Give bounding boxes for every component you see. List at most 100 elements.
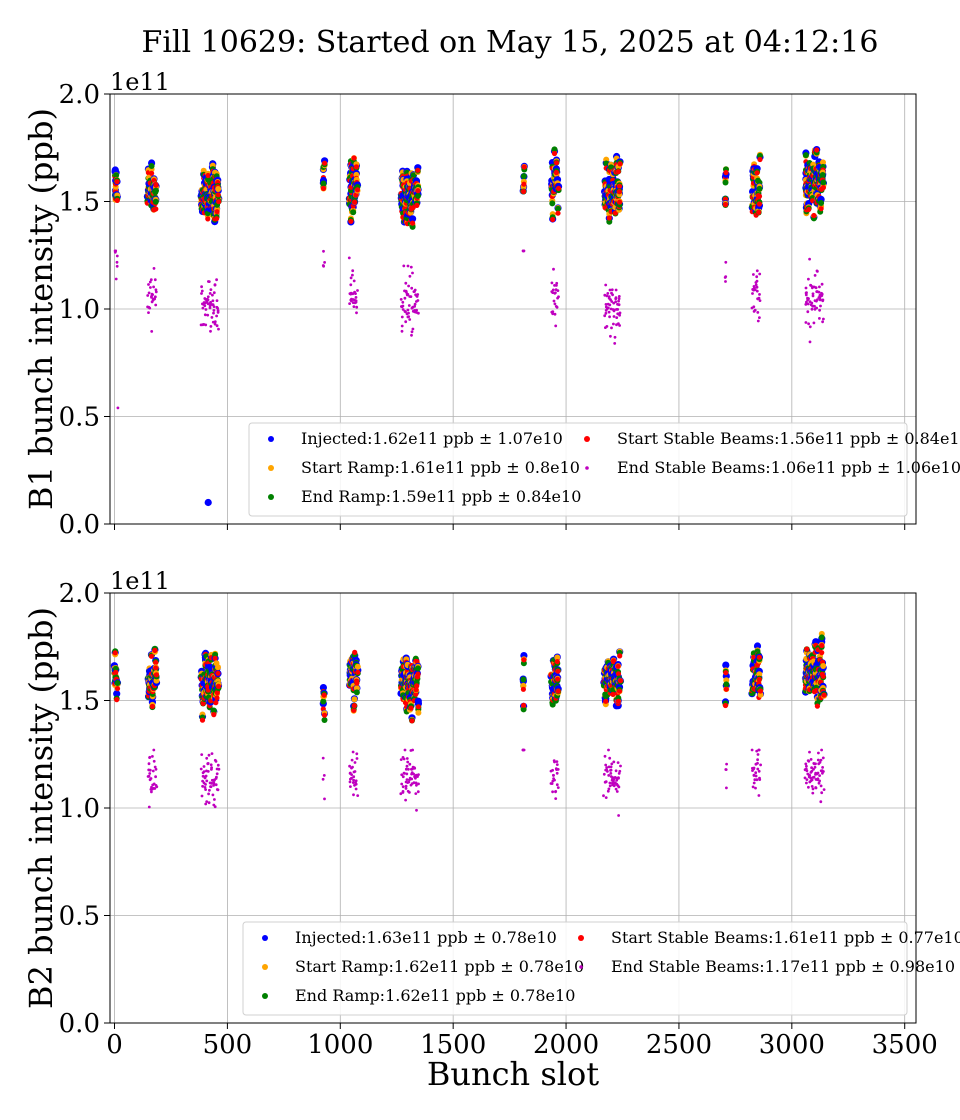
point-end-stable-beams [416,790,420,794]
point-end-stable-beams [412,772,415,776]
point-start-stable-beams [415,704,421,710]
point-end-stable-beams [416,299,420,302]
point-end-stable-beams [354,779,358,783]
point-end-stable-beams [813,765,817,769]
point-start-stable-beams [553,169,560,176]
point-end-stable-beams [401,791,405,794]
point-end-stable-beams [550,281,554,285]
point-end-stable-beams [355,311,358,315]
point-end-stable-beams [209,300,213,304]
point-end-stable-beams [351,750,355,754]
point-start-stable-beams [756,676,762,682]
point-end-stable-beams [407,311,410,315]
point-end-stable-beams [606,789,610,793]
point-end-stable-beams [557,295,560,299]
point-end-stable-beams [612,760,616,764]
point-end-stable-beams [410,777,414,781]
point-end-stable-beams [415,783,418,787]
legend-marker [578,935,584,941]
point-end-stable-beams [753,288,757,292]
point-end-stable-beams [610,300,614,303]
point-end-stable-beams [405,764,409,768]
point-end-stable-beams [810,769,814,773]
point-end-stable-beams [204,774,208,778]
point-end-stable-beams [553,760,556,764]
x-axis-label: Bunch slot [427,1055,599,1093]
point-end-ramp [520,676,527,683]
point-injected [753,642,762,650]
point-end-stable-beams [352,775,356,779]
point-end-stable-beams [552,267,555,271]
point-end-stable-beams [353,761,357,764]
point-end-stable-beams [609,772,613,775]
point-end-stable-beams [399,792,403,796]
point-end-stable-beams [205,756,209,760]
point-start-stable-beams [757,156,763,163]
point-end-stable-beams [408,762,412,766]
point-end-stable-beams [414,781,418,785]
point-end-stable-beams [751,292,754,295]
point-start-stable-beams [556,185,562,191]
point-end-stable-beams [154,288,158,292]
y-scale-label: 1e11 [110,567,170,595]
point-end-ramp [415,192,421,199]
point-end-stable-beams [208,292,212,295]
point-end-ramp [723,681,730,688]
point-end-stable-beams [555,763,559,766]
point-end-ramp [520,173,527,180]
point-start-stable-beams [114,686,121,692]
point-end-stable-beams [814,786,818,790]
point-start-ramp [351,696,358,703]
point-end-stable-beams [154,767,158,771]
point-end-stable-beams [410,333,413,337]
legend: Injected:1.62e11 ppb ± 1.07e10 Start Ramp… [248,422,960,517]
point-end-stable-beams [807,759,811,763]
point-end-ramp [153,187,159,194]
point-end-stable-beams [816,771,820,775]
point-end-stable-beams [206,295,210,299]
point-end-stable-beams [415,308,418,312]
point-start-stable-beams [555,210,561,216]
point-start-stable-beams [821,692,827,698]
point-end-stable-beams [213,798,216,801]
point-end-stable-beams [322,249,325,253]
point-end-ramp [551,146,558,153]
point-end-stable-beams [555,771,559,775]
point-end-stable-beams [811,292,815,296]
panel-b2: 0 500 1000 1500 2000 2500 3000 3500 0.0 0.5 1.0 1.5… [22,567,960,1093]
point-end-ramp [520,706,527,713]
point-start-stable-beams [200,700,206,707]
point-end-stable-beams [115,264,119,268]
point-start-stable-beams [351,155,357,161]
data-points [111,146,828,507]
point-start-stable-beams [617,199,623,205]
point-end-stable-beams [753,286,756,289]
y-tick-label: 1.5 [59,687,100,717]
point-end-stable-beams [213,283,217,287]
point-end-stable-beams [321,756,325,760]
point-end-stable-beams [555,783,559,787]
point-end-stable-beams [351,269,355,273]
point-end-stable-beams [407,304,411,307]
point-start-stable-beams [410,220,416,226]
point-start-ramp [354,663,361,670]
point-end-stable-beams [752,774,756,777]
point-end-stable-beams [616,761,620,764]
point-start-stable-beams [348,218,354,224]
point-end-stable-beams [406,264,410,268]
point-end-stable-beams [556,768,560,771]
point-end-stable-beams [355,305,359,309]
point-end-stable-beams [408,318,412,321]
point-start-stable-beams [409,718,415,724]
point-end-stable-beams [149,777,153,780]
point-end-stable-beams [617,303,621,307]
point-end-stable-beams [207,753,211,757]
point-end-stable-beams [551,288,555,292]
point-end-stable-beams [818,779,821,783]
point-end-stable-beams [201,774,205,778]
point-start-ramp [820,159,826,166]
point-end-stable-beams [551,291,555,294]
point-start-ramp [554,654,561,661]
point-start-stable-beams [215,192,221,198]
point-start-ramp [723,677,730,684]
